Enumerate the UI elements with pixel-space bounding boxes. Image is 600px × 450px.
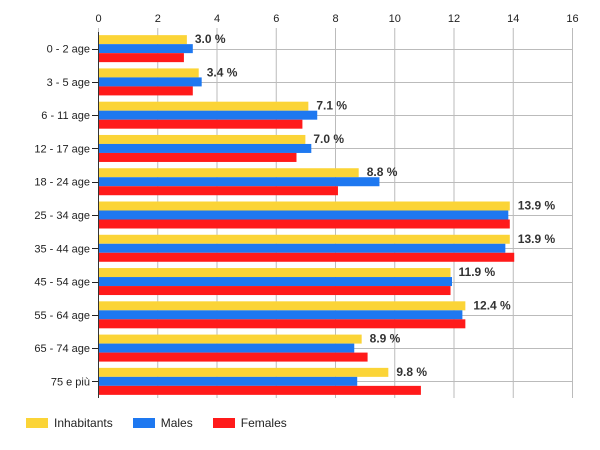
bar-males [99,310,463,320]
bar-inhabitants [99,35,187,45]
bar-males [99,44,193,54]
bar-males [99,210,509,220]
legend-item-inhabitants[interactable]: Inhabitants [26,416,113,430]
legend-item-females[interactable]: Females [212,416,287,430]
legend-swatch [26,418,48,428]
bar-males [99,110,318,120]
x-tick-label: 6 [273,13,279,25]
x-tick-label: 8 [332,13,338,25]
category-label: 12 - 17 age [34,143,90,155]
category-label: 0 - 2 age [47,44,90,56]
category-label: 18 - 24 age [34,177,90,189]
bar-females [99,352,368,362]
category-label: 55 - 64 age [34,310,90,322]
legend-swatch [132,418,155,428]
legend: Inhabitants Males Females [26,416,307,430]
legend-item-males[interactable]: Males [132,416,193,430]
x-tick-label: 12 [448,13,460,25]
category-label: 45 - 54 age [34,277,90,289]
data-label: 8.9 % [370,332,401,346]
bar-males [99,243,506,253]
legend-label: Females [240,416,287,430]
legend-label: Inhabitants [54,416,113,430]
bar-inhabitants [99,134,306,144]
bar-inhabitants [99,68,199,78]
bar-inhabitants [99,201,510,211]
bar-females [99,219,510,229]
category-label: 3 - 5 age [47,77,90,89]
x-tick-label: 4 [214,13,220,25]
bar-females [99,385,421,395]
bar-females [99,152,297,162]
bar-females [99,186,338,196]
x-tick-label: 10 [389,13,401,25]
data-label: 13.9 % [518,232,556,246]
category-label: 25 - 34 age [34,210,90,222]
bar-females [99,86,193,96]
data-label: 7.0 % [313,132,344,146]
data-label: 8.8 % [367,165,398,179]
bar-inhabitants [99,101,309,111]
bar-males [99,77,202,87]
bar-males [99,143,312,153]
bar-males [99,277,453,287]
bar-inhabitants [99,268,451,278]
bar-females [99,319,466,329]
bar-inhabitants [99,234,510,244]
bar-chart-svg: 0 2 4 6 8 10 12 14 16 0 - 2 age 3.0 % 3 - 5 age 3.4 … [34,13,579,398]
bar-inhabitants [99,168,359,178]
bar-females [99,252,515,262]
bar-inhabitants [99,367,389,377]
data-label: 9.8 % [396,365,427,379]
x-tick-label: 0 [95,13,101,25]
bar-females [99,53,184,63]
bar-males [99,376,358,386]
category-label: 6 - 11 age [41,110,90,122]
category-label: 75 e più [51,376,90,388]
data-label: 11.9 % [459,265,496,279]
bar-females [99,119,303,129]
bar-males [99,343,355,353]
data-label: 12.4 % [473,298,511,312]
bar-males [99,177,380,187]
legend-swatch [212,418,235,428]
x-tick-label: 16 [566,13,578,25]
data-label: 3.4 % [207,65,238,79]
x-tick-label: 2 [155,13,161,25]
legend-label: Males [160,416,193,430]
bar-inhabitants [99,334,362,344]
data-label: 7.1 % [316,99,347,113]
x-tick-label: 14 [507,13,519,25]
category-label: 65 - 74 age [34,343,90,355]
data-label: 13.9 % [518,199,556,213]
data-label: 3.0 % [195,32,226,46]
bar-females [99,286,451,296]
category-label: 35 - 44 age [34,243,90,255]
bar-inhabitants [99,301,466,311]
